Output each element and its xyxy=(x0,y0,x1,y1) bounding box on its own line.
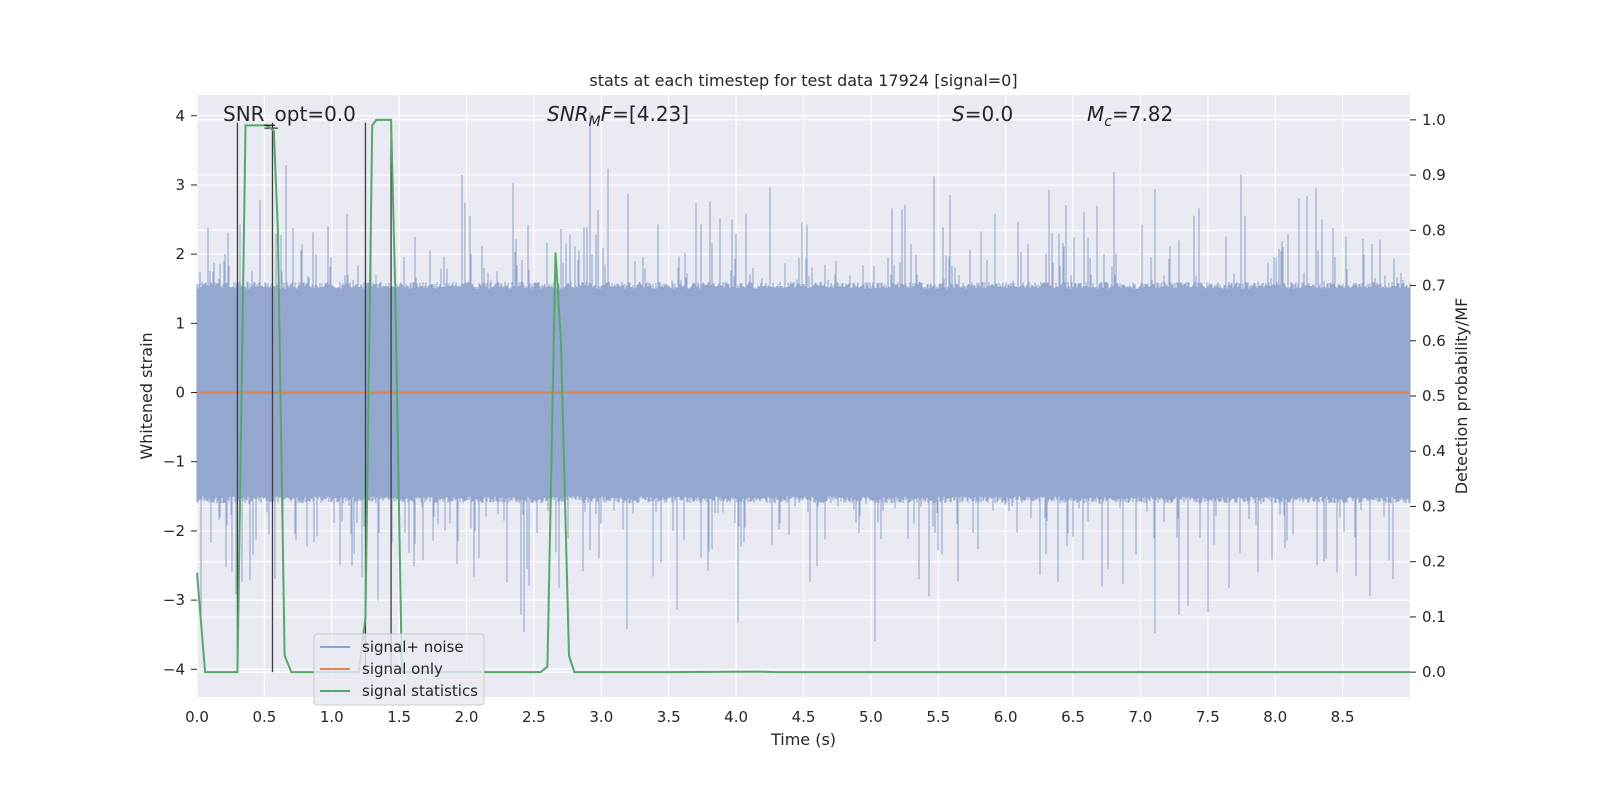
x-tick-label: 5.5 xyxy=(926,708,950,726)
y2-tick-label: 0.6 xyxy=(1422,332,1446,350)
x-axis-title: Time (s) xyxy=(770,730,836,749)
x-tick-label: 6.5 xyxy=(1061,708,1085,726)
y2-tick-label: 1.0 xyxy=(1422,111,1446,129)
legend-box xyxy=(313,633,485,706)
x-tick-label: 0.5 xyxy=(252,708,276,726)
y2-tick-label: 0.2 xyxy=(1422,553,1446,571)
chart-title: stats at each timestep for test data 179… xyxy=(589,71,1017,90)
y-tick-label: −3 xyxy=(163,591,185,609)
x-tick-label: 2.5 xyxy=(522,708,546,726)
y-tick-label: −2 xyxy=(163,522,185,540)
x-tick-label: 1.5 xyxy=(387,708,411,726)
y2-tick-label: 0.4 xyxy=(1422,442,1446,460)
x-tick-label: 4.5 xyxy=(792,708,816,726)
x-tick-label: 5.0 xyxy=(859,708,883,726)
x-tick-label: 7.0 xyxy=(1129,708,1153,726)
y2-tick-label: 0.5 xyxy=(1422,387,1446,405)
x-tick-label: 0.0 xyxy=(185,708,209,726)
y2-tick-label: 0.8 xyxy=(1422,221,1446,239)
y2-tick-label: 0.7 xyxy=(1422,277,1446,295)
x-tick-label: 6.0 xyxy=(994,708,1018,726)
y2-tick-label: 0.1 xyxy=(1422,608,1446,626)
annotation-snr-mf: SNRMF=[4.23] xyxy=(547,102,689,130)
x-tick-label: 8.0 xyxy=(1263,708,1287,726)
axis-ticks: 0.0 0.5 1.0 1.5 2.0 2.5 3.0 3.5 4.0 4.5 5.0 5.5 6.0 6… xyxy=(163,107,1446,726)
y2-tick-label: 0.9 xyxy=(1422,166,1446,184)
x-tick-label: 7.5 xyxy=(1196,708,1220,726)
y-tick-label: 0 xyxy=(175,384,185,402)
x-tick-label: 4.0 xyxy=(724,708,748,726)
y-tick-label: −1 xyxy=(163,453,185,471)
annotation-mc: Mc=7.82 xyxy=(1087,102,1173,130)
annotation-s: S=0.0 xyxy=(952,102,1013,126)
y-tick-label: 2 xyxy=(175,245,185,263)
y-tick-label: 3 xyxy=(175,176,185,194)
y-tick-label: −4 xyxy=(163,660,185,678)
y-axis-title: Whitened strain xyxy=(137,332,156,459)
x-tick-label: 8.5 xyxy=(1331,708,1355,726)
x-tick-label: 3.5 xyxy=(657,708,681,726)
x-tick-label: 2.0 xyxy=(455,708,479,726)
legend-label-signal-only: signal only xyxy=(362,660,443,678)
legend: signal+ noise signal only signal statist… xyxy=(313,633,485,706)
legend-label-signal-noise: signal+ noise xyxy=(362,638,464,656)
annotation-snr-opt: SNR_opt=0.0 xyxy=(223,102,356,126)
y2-tick-label: 0.3 xyxy=(1422,497,1446,515)
y2-axis-title: Detection probability/MF xyxy=(1452,298,1471,495)
y-tick-label: 1 xyxy=(175,314,185,332)
legend-label-signal-statistics: signal statistics xyxy=(362,682,478,700)
x-tick-label: 3.0 xyxy=(589,708,613,726)
signal-statistics-line xyxy=(196,118,1410,674)
series-lines xyxy=(196,118,1410,674)
x-tick-label: 1.0 xyxy=(320,708,344,726)
y-tick-label: 4 xyxy=(175,107,185,125)
y2-tick-label: 0.0 xyxy=(1422,663,1446,681)
